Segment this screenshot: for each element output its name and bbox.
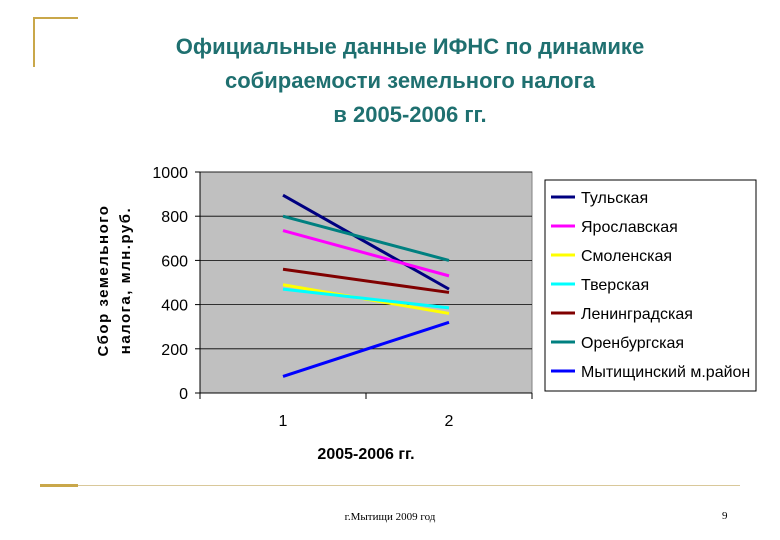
y-tick-label: 200	[161, 342, 188, 359]
legend-label: Тульская	[581, 190, 648, 207]
corner-accent-vertical	[33, 17, 35, 67]
y-tick-label: 800	[161, 209, 188, 226]
slide-title: Официальные данные ИФНС по динамике соби…	[175, 34, 645, 127]
x-tick-label: 1	[279, 413, 288, 430]
legend-label: Смоленская	[581, 248, 672, 265]
legend-label: Тверская	[581, 277, 649, 294]
x-tick-label: 2	[445, 413, 454, 430]
x-axis-label: 2005-2006 гг.	[317, 446, 414, 463]
legend-label: Оренбургская	[581, 335, 684, 352]
y-axis-label-line-2: налога, млн.руб.	[117, 207, 134, 354]
series-line	[282, 193, 450, 291]
footer-text: г.Мытищи 2009 год	[344, 511, 436, 523]
series-line	[282, 287, 450, 310]
y-tick-label: 400	[161, 298, 188, 315]
corner-accent-horizontal	[33, 17, 78, 19]
page-number: 9	[722, 510, 728, 522]
footer-divider-accent	[40, 484, 78, 487]
legend-box	[544, 179, 757, 392]
y-tick-label: 600	[161, 253, 188, 270]
footer-divider	[40, 485, 740, 486]
y-tick-label: 1000	[152, 165, 188, 182]
y-axis-label-line-1: Сбор земельного	[95, 205, 112, 357]
legend-label: Мытищинский м.район	[581, 364, 750, 381]
series-line	[282, 320, 450, 378]
series-line	[282, 214, 450, 262]
series-line	[282, 267, 450, 294]
y-tick-label: 0	[179, 386, 188, 403]
legend-label: Ярославская	[581, 219, 678, 236]
plot-area	[199, 171, 533, 394]
legend-label: Ленинградская	[581, 306, 693, 323]
series-line	[282, 229, 450, 278]
